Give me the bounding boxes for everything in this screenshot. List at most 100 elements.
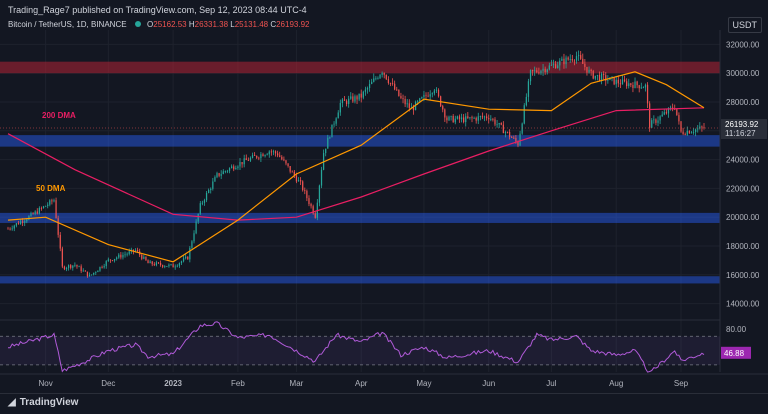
candle-body bbox=[53, 200, 55, 202]
candle-body bbox=[571, 59, 573, 61]
candle-body bbox=[379, 74, 381, 79]
tradingview-logo[interactable]: ◢ TradingView bbox=[8, 397, 78, 408]
time-axis-tick-label: Dec bbox=[101, 379, 115, 388]
candle-body bbox=[17, 223, 20, 225]
candle-body bbox=[231, 166, 233, 169]
candle-body bbox=[24, 221, 26, 223]
candle-body bbox=[391, 83, 394, 84]
candle-body bbox=[362, 91, 364, 98]
candle-body bbox=[607, 79, 609, 81]
candle-body bbox=[603, 73, 605, 76]
candle-body bbox=[314, 213, 316, 218]
candle-body bbox=[99, 266, 101, 271]
support-resistance-zone bbox=[0, 276, 720, 284]
candle-body bbox=[366, 88, 369, 90]
candle-body bbox=[212, 181, 214, 189]
candle-body bbox=[331, 124, 333, 138]
candle-body bbox=[536, 70, 538, 73]
candle-body bbox=[176, 265, 178, 267]
candle-body bbox=[339, 102, 341, 113]
candle-body bbox=[343, 99, 346, 101]
candle-body bbox=[690, 132, 693, 134]
candle-body bbox=[592, 71, 594, 79]
candle-body bbox=[642, 87, 645, 89]
candle-body bbox=[644, 84, 647, 88]
candle-body bbox=[437, 89, 440, 97]
low-label: L bbox=[230, 20, 235, 29]
symbol-info: Bitcoin / TetherUS, 1D, BINANCE O25162.5… bbox=[8, 20, 309, 29]
candle-body bbox=[588, 69, 590, 73]
candle-body bbox=[684, 133, 686, 135]
candle-body bbox=[356, 96, 358, 100]
candle-body bbox=[559, 60, 561, 66]
candle-body bbox=[237, 166, 239, 169]
candle-body bbox=[224, 171, 226, 172]
currency-label[interactable]: USDT bbox=[727, 17, 762, 33]
candle-body bbox=[429, 94, 431, 97]
candle-body bbox=[442, 106, 444, 110]
candle-body bbox=[582, 58, 584, 64]
high-value: 26331.38 bbox=[194, 20, 229, 29]
candle-body bbox=[481, 116, 484, 118]
candle-body bbox=[28, 216, 30, 220]
candle-body bbox=[239, 162, 241, 167]
candle-body bbox=[65, 267, 68, 270]
candle-body bbox=[626, 81, 628, 87]
candle-body bbox=[651, 120, 653, 128]
candle-body bbox=[364, 89, 367, 92]
candle-body bbox=[266, 154, 268, 156]
price-axis-tick-label: 22000.00 bbox=[726, 184, 760, 193]
current-price-tag bbox=[721, 119, 767, 140]
candle-body bbox=[153, 264, 155, 266]
candle-body bbox=[295, 175, 298, 182]
rsi-axis-tick-label: 80.00 bbox=[726, 325, 747, 334]
symbol-name[interactable]: Bitcoin / TetherUS, 1D, BINANCE bbox=[8, 20, 127, 29]
candle-body bbox=[210, 188, 212, 190]
candle-body bbox=[145, 256, 147, 261]
candle-body bbox=[517, 141, 519, 146]
candle-body bbox=[460, 117, 463, 120]
candle-body bbox=[425, 94, 427, 96]
candle-body bbox=[164, 266, 166, 268]
candle-body bbox=[692, 132, 695, 133]
candle-body bbox=[550, 64, 553, 66]
price-axis-tick-label: 16000.00 bbox=[726, 271, 760, 280]
candle-body bbox=[630, 83, 632, 86]
candle-body bbox=[72, 265, 74, 268]
candle-body bbox=[132, 249, 135, 252]
candle-body bbox=[258, 157, 260, 159]
candle-body bbox=[44, 205, 47, 207]
time-axis-tick-label: Jun bbox=[482, 379, 495, 388]
candle-body bbox=[233, 166, 235, 170]
time-axis-tick-label: Mar bbox=[290, 379, 304, 388]
candle-body bbox=[354, 96, 356, 102]
candle-body bbox=[504, 131, 507, 134]
candle-body bbox=[577, 55, 580, 57]
candle-body bbox=[107, 259, 109, 262]
candle-body bbox=[193, 233, 195, 242]
candle-body bbox=[201, 202, 204, 204]
candle-body bbox=[256, 155, 258, 158]
price-axis-tick-label: 14000.00 bbox=[726, 300, 760, 309]
candle-body bbox=[450, 115, 452, 117]
candle-body bbox=[220, 174, 222, 176]
candle-body bbox=[638, 85, 640, 89]
candle-body bbox=[467, 116, 469, 119]
time-axis-tick-label: Nov bbox=[39, 379, 53, 388]
candle-body bbox=[508, 131, 511, 138]
price-axis-tick-label: 28000.00 bbox=[726, 98, 760, 107]
time-axis-tick-label: 2023 bbox=[164, 379, 182, 388]
candle-body bbox=[477, 116, 479, 121]
candle-body bbox=[632, 85, 634, 89]
ma-50-label: 50 DMA bbox=[36, 184, 66, 193]
candle-body bbox=[103, 266, 105, 268]
candle-body bbox=[268, 151, 270, 155]
candle-body bbox=[308, 198, 310, 204]
candle-body bbox=[122, 254, 124, 258]
candle-body bbox=[479, 116, 481, 118]
open-value: 25162.53 bbox=[153, 20, 187, 29]
candle-body bbox=[287, 163, 289, 167]
candle-body bbox=[350, 96, 352, 99]
time-axis-tick-label: Sep bbox=[674, 379, 689, 388]
